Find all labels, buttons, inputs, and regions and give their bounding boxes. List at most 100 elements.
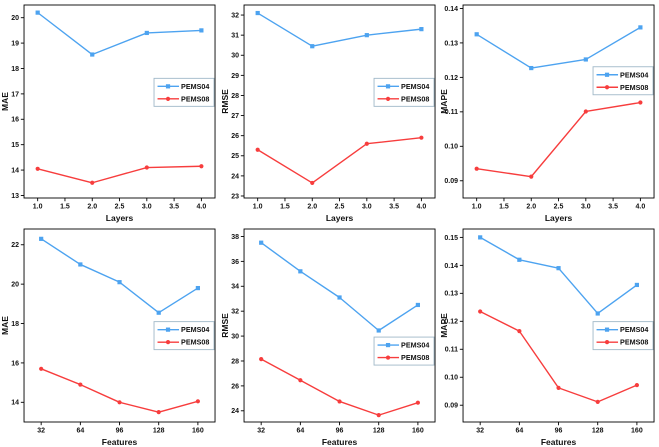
- y-tick-label: 0.10: [445, 374, 459, 381]
- x-tick-label: 2.0: [87, 204, 97, 211]
- series-marker-PEMS04: [195, 285, 200, 290]
- chart-mape-vs-features: 32 64 96 128 160 0.09 0.10 0.11 0.12 0.13 0.14 0.15…: [439, 224, 659, 447]
- chart-mae-vs-features: 32 64 96 128 160 14 16 18 20 22 Features MAE PEMS04 P…: [0, 224, 220, 447]
- series-marker-PEMS04: [556, 265, 561, 270]
- legend-label: PEMS08: [401, 353, 429, 362]
- y-tick-label: 13: [11, 193, 19, 200]
- series-line-PEMS08: [256, 136, 422, 184]
- chart-mape-vs-layers: 1.0 1.5 2.0 2.5 3.0 3.5 4.0 0.09 0.10 0.11 0.12 0.1…: [439, 0, 659, 224]
- y-tick-label: 15: [11, 142, 19, 149]
- y-tick-label: 0.10: [445, 144, 459, 151]
- series-marker-PEMS04: [376, 327, 381, 333]
- legend-label: PEMS08: [181, 94, 209, 103]
- y-tick-label: 34: [231, 283, 239, 290]
- series-marker-PEMS08: [638, 100, 643, 105]
- legend-marker: [605, 339, 610, 344]
- series-marker-PEMS08: [529, 174, 534, 179]
- x-tick-label: 128: [373, 427, 385, 434]
- series-marker-PEMS08: [39, 366, 44, 371]
- legend-label: PEMS04: [401, 82, 429, 91]
- series-marker-PEMS08: [35, 166, 40, 171]
- y-tick-label: 29: [231, 73, 239, 80]
- x-tick-label: 96: [335, 427, 343, 434]
- series-marker-PEMS04: [35, 10, 40, 15]
- y-tick-label: 0.14: [445, 6, 459, 13]
- series-marker-PEMS04: [638, 25, 643, 30]
- x-axis-label: Layers: [325, 213, 353, 223]
- series-marker-PEMS04: [635, 282, 640, 287]
- x-tick-label: 2.0: [307, 204, 317, 211]
- y-tick-label: 18: [11, 66, 19, 73]
- y-tick-label: 26: [231, 383, 239, 390]
- x-axis-label: Features: [541, 437, 577, 447]
- legend-marker: [385, 342, 390, 347]
- y-tick-label: 19: [11, 40, 19, 47]
- series-line-PEMS04: [36, 11, 203, 56]
- series-marker-PEMS04: [199, 28, 204, 33]
- series-marker-PEMS04: [144, 30, 149, 36]
- x-tick-label: 160: [631, 427, 643, 434]
- y-tick-label: 0.11: [445, 346, 458, 353]
- legend-marker: [165, 96, 171, 101]
- series-line-PEMS04: [40, 237, 199, 313]
- chart-rmse-vs-features: 32 64 96 128 160 24 26 28 30 32 34 36 38 Features RMSE…: [220, 224, 440, 447]
- series-marker-PEMS08: [337, 398, 342, 404]
- y-tick-label: 0.11: [445, 109, 458, 116]
- series-marker-PEMS04: [297, 268, 303, 273]
- series-marker-PEMS08: [376, 412, 381, 417]
- x-tick-label: 1.5: [499, 204, 509, 211]
- series-marker-PEMS04: [117, 279, 122, 284]
- series-line-PEMS08: [260, 357, 419, 416]
- rmse-vs-features-plot: 32 64 96 128 160 24 26 28 30 32 34 36 38 Features RMSE…: [220, 228, 436, 447]
- series-line-PEMS08: [36, 165, 203, 184]
- series-marker-PEMS08: [255, 147, 260, 152]
- chart-mae-vs-layers: 1.0 1.5 2.0 2.5 3.0 3.5 4.0 13 14 15 16 17 18 19 20 Lay…: [0, 0, 220, 224]
- x-axis-label: Layers: [106, 213, 134, 223]
- y-tick-label: 0.09: [445, 402, 459, 409]
- series-marker-PEMS04: [517, 257, 522, 262]
- x-tick-label: 2.5: [334, 204, 344, 211]
- series-marker-PEMS08: [556, 385, 561, 390]
- x-tick-label: 1.0: [472, 204, 482, 211]
- mape-vs-features-plot: 32 64 96 128 160 0.09 0.10 0.11 0.12 0.13 0.14 0.15…: [439, 228, 655, 447]
- x-tick-label: 1.0: [33, 204, 43, 211]
- legend-box: [373, 336, 435, 366]
- plot-frame: [462, 4, 655, 199]
- series-marker-PEMS08: [478, 308, 483, 314]
- x-axis-label: Features: [321, 437, 357, 447]
- series-marker-PEMS04: [255, 10, 260, 16]
- series-line-PEMS08: [40, 367, 199, 413]
- y-tick-label: 0.15: [445, 234, 459, 241]
- series-marker-PEMS04: [418, 27, 424, 32]
- x-tick-label: 96: [116, 427, 124, 434]
- x-tick-label: 1.5: [280, 204, 290, 211]
- legend-label: PEMS04: [620, 325, 648, 334]
- y-tick-label: 16: [11, 360, 19, 367]
- legend-label: PEMS04: [620, 70, 648, 79]
- y-tick-label: 28: [231, 93, 239, 100]
- x-tick-label: 32: [37, 427, 45, 434]
- series-marker-PEMS08: [309, 180, 315, 186]
- x-tick-label: 160: [412, 427, 424, 434]
- legend-label: PEMS08: [620, 337, 648, 346]
- series-line-PEMS04: [260, 241, 419, 331]
- series-marker-PEMS08: [474, 166, 480, 171]
- y-tick-label: 26: [231, 133, 239, 140]
- y-tick-label: 25: [231, 153, 239, 160]
- x-tick-label: 3.5: [169, 204, 179, 211]
- series-marker-PEMS08: [584, 109, 589, 114]
- series-marker-PEMS08: [90, 180, 95, 185]
- x-tick-label: 3.5: [389, 204, 399, 211]
- series-marker-PEMS04: [474, 32, 480, 37]
- y-axis-label: MAE: [0, 315, 10, 334]
- x-tick-label: 128: [592, 427, 604, 434]
- x-tick-label: 64: [516, 427, 524, 434]
- y-tick-label: 30: [231, 53, 239, 60]
- series-marker-PEMS04: [595, 310, 601, 316]
- x-tick-label: 2.0: [527, 204, 537, 211]
- x-tick-label: 3.0: [362, 204, 372, 211]
- x-tick-label: 3.5: [609, 204, 619, 211]
- x-tick-label: 4.0: [197, 204, 207, 211]
- x-axis-label: Layers: [545, 213, 573, 223]
